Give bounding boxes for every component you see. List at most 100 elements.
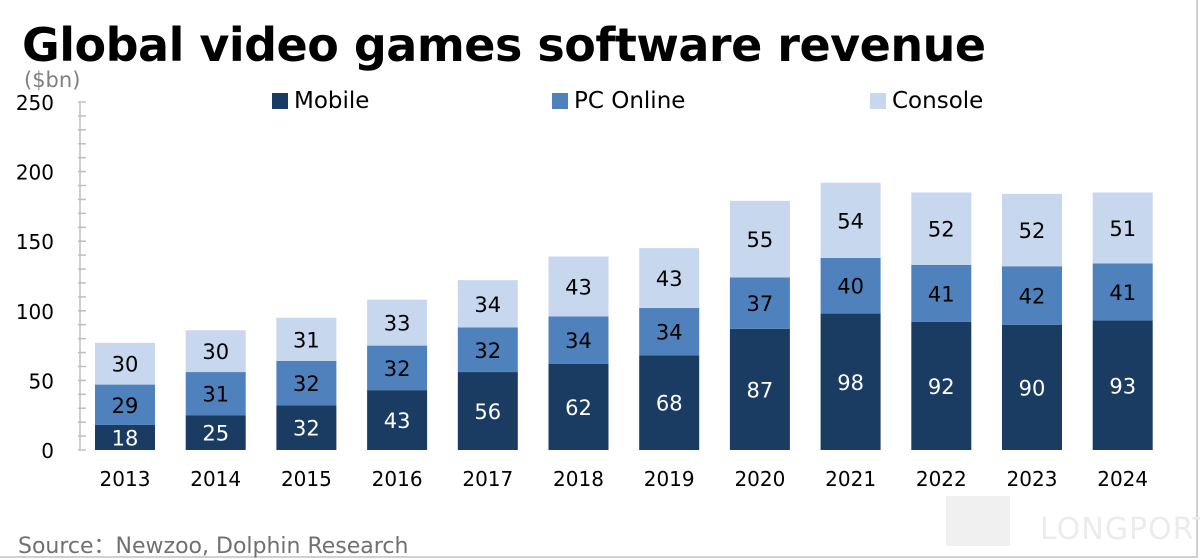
legend-console: Console	[870, 88, 983, 114]
legend-swatch-pc-online	[552, 93, 568, 109]
data-label: 32	[384, 357, 411, 381]
bar-console	[95, 342, 155, 385]
bar-console	[820, 182, 881, 258]
x-tick-label: 2019	[644, 467, 695, 491]
data-label: 18	[112, 426, 139, 450]
data-label: 32	[293, 372, 320, 396]
bar-pc-online	[95, 384, 155, 425]
bar-pc-online	[729, 277, 790, 329]
data-label: 92	[928, 375, 955, 399]
bar-console	[457, 280, 518, 328]
bar-mobile	[639, 355, 700, 450]
data-label: 90	[1019, 376, 1046, 400]
x-tick-label: 2017	[462, 467, 513, 491]
legend-pc-online: PC Online	[552, 88, 685, 114]
x-tick-label: 2020	[734, 467, 785, 491]
data-label: 52	[928, 218, 955, 242]
bar-pc-online	[276, 360, 337, 406]
data-label: 62	[565, 396, 592, 420]
data-label: 93	[1109, 374, 1136, 398]
bar-pc-online	[820, 257, 881, 314]
data-label: 68	[656, 392, 683, 416]
bar-mobile	[276, 405, 337, 450]
bar-mobile	[729, 328, 790, 450]
data-label: 34	[565, 329, 592, 353]
bar-console	[639, 248, 700, 309]
y-tick-label: 0	[41, 439, 54, 463]
y-tick-label: 150	[16, 230, 54, 254]
x-tick-label: 2016	[372, 467, 423, 491]
x-tick-label: 2022	[916, 467, 967, 491]
y-tick-label: 100	[16, 300, 54, 324]
bar-pc-online	[185, 372, 246, 416]
data-label: 31	[293, 328, 320, 352]
data-label: 32	[293, 417, 320, 441]
y-axis-unit: ($bn)	[24, 68, 81, 92]
x-tick-label: 2015	[281, 467, 332, 491]
x-tick-label: 2024	[1097, 467, 1148, 491]
data-label: 51	[1109, 217, 1136, 241]
bar-pc-online	[457, 327, 518, 373]
data-label: 43	[384, 409, 411, 433]
y-tick-label: 200	[16, 161, 54, 185]
x-tick-label: 2021	[825, 467, 876, 491]
data-label: 41	[928, 282, 955, 306]
legend-label: Console	[892, 88, 984, 114]
longport-logo: LONGPORT	[1040, 512, 1200, 547]
bar-mobile	[367, 390, 428, 450]
legend-swatch-console	[870, 93, 886, 109]
data-label: 40	[837, 275, 864, 299]
bar-pc-online	[911, 264, 972, 322]
bar-mobile	[185, 415, 246, 450]
bar-pc-online	[548, 316, 609, 364]
bar-console	[367, 299, 428, 346]
bar-mobile	[457, 372, 518, 450]
bar-mobile	[820, 313, 881, 450]
source-note: Source：Newzoo, Dolphin Research	[18, 534, 409, 559]
y-tick-label: 250	[16, 91, 54, 115]
chart-title: Global video games software revenue	[22, 18, 986, 72]
data-label: 87	[747, 378, 774, 402]
x-tick-label: 2018	[553, 467, 604, 491]
bar-pc-online	[367, 345, 428, 391]
data-label: 43	[656, 267, 683, 291]
x-tick-label: 2014	[190, 467, 241, 491]
bar-mobile	[911, 321, 972, 450]
bar-mobile	[95, 424, 155, 450]
data-label: 31	[202, 383, 229, 407]
bar-mobile	[1002, 324, 1062, 450]
data-label: 30	[112, 353, 139, 377]
legend-mobile: Mobile	[272, 88, 369, 114]
x-tick-label: 2013	[100, 467, 151, 491]
bar-console	[1092, 192, 1153, 264]
data-label: 30	[202, 340, 229, 364]
bar-console	[729, 200, 790, 278]
bar-console	[548, 256, 609, 317]
bar-console	[185, 330, 246, 373]
x-tick-label: 2023	[1007, 467, 1058, 491]
data-label: 37	[747, 292, 774, 316]
data-label: 34	[656, 321, 683, 345]
legend-label: Mobile	[294, 88, 370, 114]
data-label: 34	[474, 293, 501, 317]
data-label: 98	[837, 371, 864, 395]
data-label: 42	[1019, 284, 1046, 308]
longport-logo-mark	[946, 496, 1010, 546]
data-label: 41	[1109, 281, 1136, 305]
bar-pc-online	[639, 308, 700, 356]
data-label: 56	[474, 400, 501, 424]
bar-console	[1002, 193, 1062, 267]
bar-mobile	[1092, 320, 1153, 450]
data-label: 32	[474, 339, 501, 363]
data-label: 54	[837, 209, 864, 233]
data-label: 25	[202, 422, 229, 446]
bar-console	[276, 317, 337, 361]
bar-mobile	[548, 363, 609, 450]
bar-pc-online	[1002, 266, 1062, 325]
data-label: 43	[565, 275, 592, 299]
data-label: 29	[112, 394, 139, 418]
y-tick-label: 50	[29, 369, 54, 393]
legend-label: PC Online	[574, 88, 686, 114]
